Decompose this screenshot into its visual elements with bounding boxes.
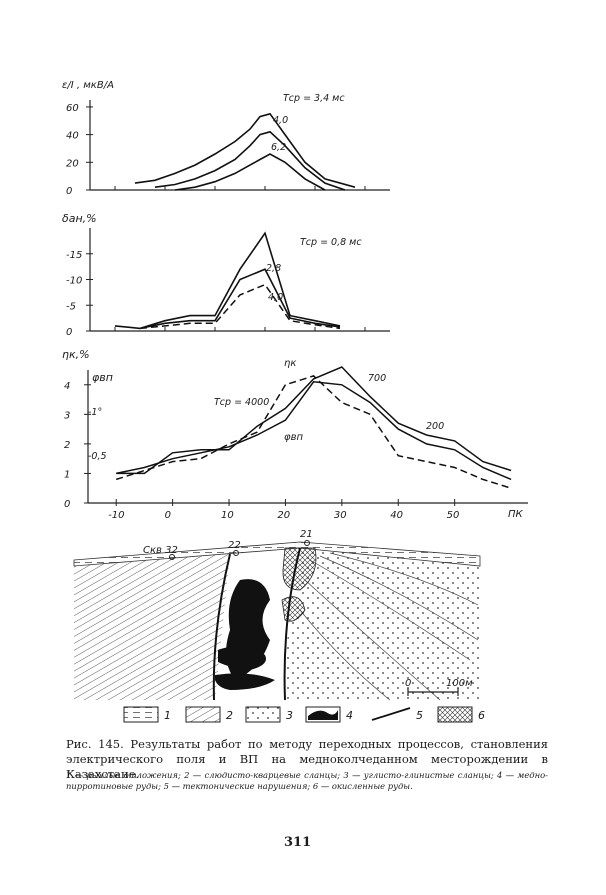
middle-curves [114,231,341,330]
top-curves [134,112,356,191]
well-label-22: 22 [228,540,241,551]
panel-top: 0 20 40 60 ε/I , мкВ/А Tср = 3,4 мс 4,0 6,2 [62,80,390,197]
figure-caption: Рис. 145. Результаты работ по методу пер… [66,737,548,781]
legend-label-1: 1 [164,709,171,722]
section-fault-right [283,547,301,701]
legend-label-3: 3 [286,709,293,722]
top-yticks-tick-label-0: 0 [66,186,72,197]
bottom-ylabel: ηк,% [62,348,90,361]
geologic-section: Скв 32 22 21 0 100м [73,529,481,701]
mid-yticks-tick-label-3: -15 [66,250,82,261]
bot-xticks-tick-label-4: 30 [334,510,347,521]
bot-xticks-tick-label-5: 40 [390,510,403,521]
figure-legend-text: 1 — рыхлые отложения; 2 — слюдисто-кварц… [66,770,548,791]
section-carbon-clay-schist [284,548,480,700]
bottom-xlabel: ПК [508,509,524,520]
middle-curve-label-3: 4,0 [268,292,283,303]
bot-curves-series-1 [116,366,512,475]
bot-xticks-tick-label-3: 20 [277,510,290,521]
bot-yticks-tick-label-0: 0 [64,499,70,510]
bot-xticks-tick-label-6: 50 [447,510,460,521]
legend-swatch-5 [371,707,411,721]
well-marker-22 [233,550,239,556]
bottom-phase-tick-1: -1° [88,407,102,418]
top-curve-label-2: 4,0 [273,115,288,126]
mid-yticks-tick-label-0: 0 [66,327,72,338]
section-mica-quartz-schist [74,554,230,700]
middle-yticks: 0 -5 -10 -15 [66,250,366,338]
scale-label-0: 0 [405,678,411,689]
bottom-xticks: -10 0 10 20 30 40 50 [108,499,459,521]
top-curve-label-1: Tср = 3,4 мс [283,93,345,104]
page-number: 311 [284,835,312,850]
bottom-ylabel-phase: φвп [92,371,113,384]
legend-swatch-6 [437,706,473,723]
bottom-phase-tick-2: -0,5 [88,451,107,462]
top-curves-series-1 [134,112,356,188]
well-marker-32 [169,554,175,560]
legend-label-4: 4 [346,709,353,722]
mid-curves-series-3 [139,283,341,330]
bot-yticks-tick-label-4: 4 [64,381,70,392]
top-curve-label-3: 6,2 [271,142,286,153]
bottom-curve-label-200: 200 [426,421,444,432]
top-ylabel: ε/I , мкВ/А [62,80,114,91]
section-oxidized-ore [282,547,317,591]
section-schistosity-lines [299,552,479,701]
bot-curves-series-3 [116,381,512,481]
well-label-32: Скв 32 [143,545,178,556]
bot-curves-series-2 [115,375,512,489]
section-fault-left [212,553,231,701]
panel-bottom: 0 1 2 3 4 -10 0 10 20 30 40 50 ηк,% φвп -1° -0,5 П… [62,348,528,521]
mid-yticks-tick-label-1: -5 [66,301,76,312]
top-yticks-tick-label-3: 60 [66,103,79,114]
section-ore-body-3 [215,673,275,690]
bottom-curve-label-700: 700 [368,373,386,384]
legend-label-2: 2 [226,709,233,722]
bottom-curve-label-tsr: Tср = 4000 [214,397,269,408]
bottom-curves [115,366,512,489]
mid-curves-series-2 [139,268,341,330]
legend: 1 2 3 4 5 6 [123,706,485,723]
top-yticks-tick-label-1: 20 [66,158,79,169]
well-label-21: 21 [300,529,313,540]
top-curves-series-3 [174,153,326,191]
well-marker-21 [304,540,310,546]
legend-swatch-3 [245,706,281,723]
legend-swatch-2 [185,706,221,723]
legend-swatch-1 [123,706,159,723]
mid-yticks-tick-label-2: -10 [66,276,82,287]
bot-xticks-tick-label-2: 10 [221,510,234,521]
legend-label-6: 6 [478,709,485,722]
mid-curves-series-1 [114,231,341,330]
middle-curve-label-2: 2,8 [266,263,281,274]
bottom-curve-label-eta: ηк [284,358,296,369]
bottom-curve-label-phi: φвп [284,432,303,443]
bot-yticks-tick-label-2: 2 [64,440,70,451]
middle-ylabel: δан,% [62,212,97,225]
bot-yticks-tick-label-3: 3 [64,410,70,421]
section-ore-body-2 [218,646,266,670]
bottom-yticks: 0 1 2 3 4 [64,381,91,510]
legend-label-5: 5 [416,709,423,722]
bot-xticks-tick-label-1: 0 [165,510,171,521]
bot-xticks-tick-label-0: -10 [108,510,124,521]
panel-middle: 0 -5 -10 -15 δан,% Tср = 0,8 мс 2,8 4,0 [62,212,390,338]
middle-curve-label-1: Tср = 0,8 мс [300,237,362,248]
bot-yticks-tick-label-1: 1 [64,469,70,480]
top-curves-series-2 [154,130,346,191]
top-yticks-tick-label-2: 40 [66,131,79,142]
top-yticks: 0 20 40 60 [66,103,366,197]
scale-label-100: 100м [446,678,473,689]
